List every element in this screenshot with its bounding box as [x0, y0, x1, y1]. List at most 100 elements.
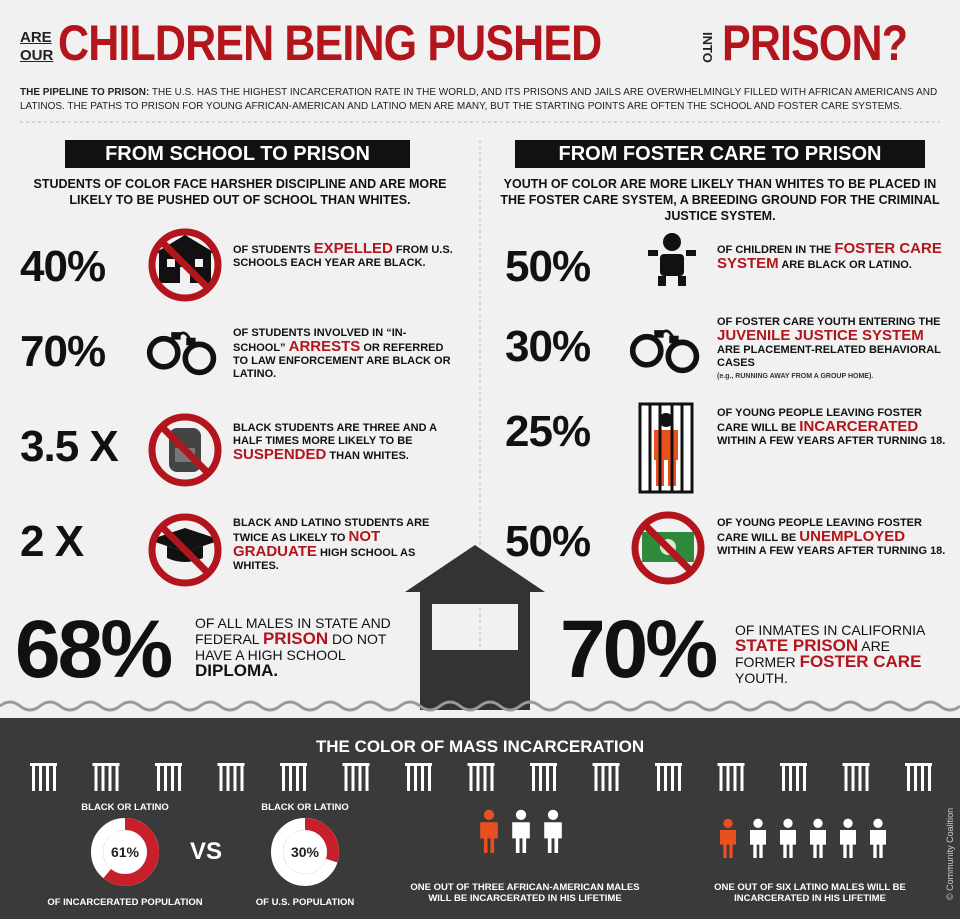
- stat: 50%: [505, 517, 591, 566]
- bar-decor: [421, 763, 424, 791]
- section-subhead: STUDENTS OF COLOR FACE HARSHER DISCIPLIN…: [33, 177, 447, 207]
- bar-decor: [226, 763, 230, 791]
- title: CHILDREN BEING PUSHED: [58, 15, 602, 71]
- text-segment: YOUTH.: [735, 670, 788, 686]
- bar-decor: [303, 763, 306, 791]
- kicker: ARE: [20, 29, 52, 46]
- bar-decor: [280, 763, 307, 766]
- bar-decor: [414, 763, 417, 791]
- vs: VS: [190, 838, 223, 865]
- bar-decor: [490, 763, 494, 791]
- text-segment: DO NOT HAVE A HIGH SCHOOL: [195, 631, 387, 663]
- section-heading: FROM FOSTER CARE TO PRISON: [515, 140, 925, 168]
- section-subhead: YOUTH OF COLOR ARE MORE LIKELY THAN WHIT…: [500, 177, 940, 223]
- emphasis: ARRESTS: [288, 338, 361, 355]
- bar-decor: [678, 763, 681, 791]
- bar-decor: [594, 763, 598, 791]
- donut-center: [103, 830, 147, 874]
- stat-text: OF YOUNG PEOPLE LEAVING FOSTER CARE WILL…: [717, 407, 947, 448]
- bar-decor: [289, 763, 292, 791]
- intro: THE PIPELINE TO PRISON: THE U.S. HAS THE…: [20, 86, 945, 114]
- emphasis: UNEMPLOYED: [799, 528, 906, 545]
- stat-text: OF YOUNG PEOPLE LEAVING FOSTER CARE WILL…: [717, 517, 947, 558]
- emphasis: JUVENILE JUSTICE SYSTEM: [717, 327, 924, 344]
- bar-decor: [171, 763, 174, 791]
- bar-decor: [46, 763, 49, 791]
- bar-decor: [608, 763, 612, 791]
- bar-decor: [789, 763, 792, 791]
- bar-decor: [865, 763, 869, 791]
- people-caption: ONE OUT OF THREE AFRICAN-AMERICAN MALES …: [410, 882, 640, 904]
- bar-decor: [428, 763, 431, 791]
- bar-decor: [530, 763, 557, 766]
- donut-arc: [304, 818, 339, 863]
- stat: 30%: [505, 322, 591, 371]
- stat-text: OF CHILDREN IN THE FOSTER CARE SYSTEM AR…: [717, 241, 947, 272]
- big-stat-text: OF INMATES IN CALIFORNIA STATE PRISON AR…: [735, 622, 945, 686]
- big-stat: 68%: [15, 604, 173, 695]
- bar-decor: [164, 763, 167, 791]
- bar-decor: [796, 763, 799, 791]
- bar-decor: [217, 763, 245, 766]
- text-segment: ARE PLACEMENT-RELATED BEHAVIORAL CASES: [717, 344, 941, 369]
- bar-decor: [94, 763, 98, 791]
- bar-decor: [476, 763, 480, 791]
- stat-text: OF STUDENTS EXPELLED FROM U.S. SCHOOLS E…: [233, 241, 453, 270]
- bar-decor: [539, 763, 542, 791]
- bar-decor: [344, 763, 348, 791]
- stat: 40%: [20, 242, 106, 291]
- text-segment: BLACK AND LATINO STUDENTS ARE TWICE AS L…: [233, 517, 430, 544]
- bar-decor: [240, 763, 244, 791]
- bar-decor: [469, 763, 473, 791]
- bar-decor: [358, 763, 362, 791]
- donut-label: 30%: [291, 844, 320, 860]
- stat: 2 X: [20, 517, 84, 566]
- emphasis: DIPLOMA.: [195, 661, 279, 680]
- bar-decor: [532, 763, 535, 791]
- text-segment: FROM U.S. SCHOOLS EACH YEAR ARE BLACK.: [233, 244, 453, 269]
- bar-decor: [115, 763, 119, 791]
- text-segment: OF YOUNG PEOPLE LEAVING FOSTER CARE WILL…: [717, 407, 922, 434]
- bar-decor: [101, 763, 105, 791]
- text-segment: THAN WHITES.: [326, 450, 409, 462]
- bar-decor: [351, 763, 355, 791]
- donut-bottom-label: OF INCARCERATED POPULATION: [47, 897, 202, 908]
- bar-decor: [719, 763, 723, 791]
- bar-decor: [671, 763, 674, 791]
- bar-decor: [157, 763, 160, 791]
- bar-decor: [655, 763, 682, 766]
- text-segment: ARE BLACK OR LATINO.: [778, 259, 912, 271]
- bar-decor: [733, 763, 737, 791]
- bar-decor: [365, 763, 369, 791]
- stat: 50%: [505, 242, 591, 291]
- stat-text: BLACK STUDENTS ARE THREE AND A HALF TIME…: [233, 422, 453, 463]
- bar-decor: [296, 763, 299, 791]
- bar-decor: [467, 763, 495, 766]
- bar-decor: [407, 763, 410, 791]
- stat-text: BLACK AND LATINO STUDENTS ARE TWICE AS L…: [233, 517, 453, 573]
- bar-decor: [219, 763, 223, 791]
- bar-decor: [844, 763, 848, 791]
- title-into: INTO: [700, 32, 715, 63]
- stat: 25%: [505, 407, 591, 456]
- bar-decor: [905, 763, 932, 766]
- bar-decor: [30, 763, 57, 766]
- bar-decor: [405, 763, 432, 766]
- bar-decor: [803, 763, 806, 791]
- intro-body: THE U.S. HAS THE HIGHEST INCARCERATION R…: [20, 87, 938, 112]
- emphasis: NOT GRADUATE: [233, 528, 381, 560]
- donut-center: [283, 830, 327, 874]
- text-segment: BLACK STUDENTS ARE THREE AND A HALF TIME…: [233, 422, 437, 447]
- text-segment: OF YOUNG PEOPLE LEAVING FOSTER CARE WILL…: [717, 517, 922, 544]
- bar-decor: [53, 763, 56, 791]
- text-segment: OF FOSTER CARE YOUTH ENTERING THE: [717, 316, 941, 328]
- text-segment: OR REFERRED TO LAW ENFORCEMENT ARE BLACK…: [233, 342, 451, 380]
- bar-decor: [39, 763, 42, 791]
- bar-decor: [858, 763, 862, 791]
- bar-decor: [664, 763, 667, 791]
- bar-decor: [615, 763, 619, 791]
- donut-bottom-label: OF U.S. POPULATION: [256, 897, 355, 908]
- bar-decor: [155, 763, 182, 766]
